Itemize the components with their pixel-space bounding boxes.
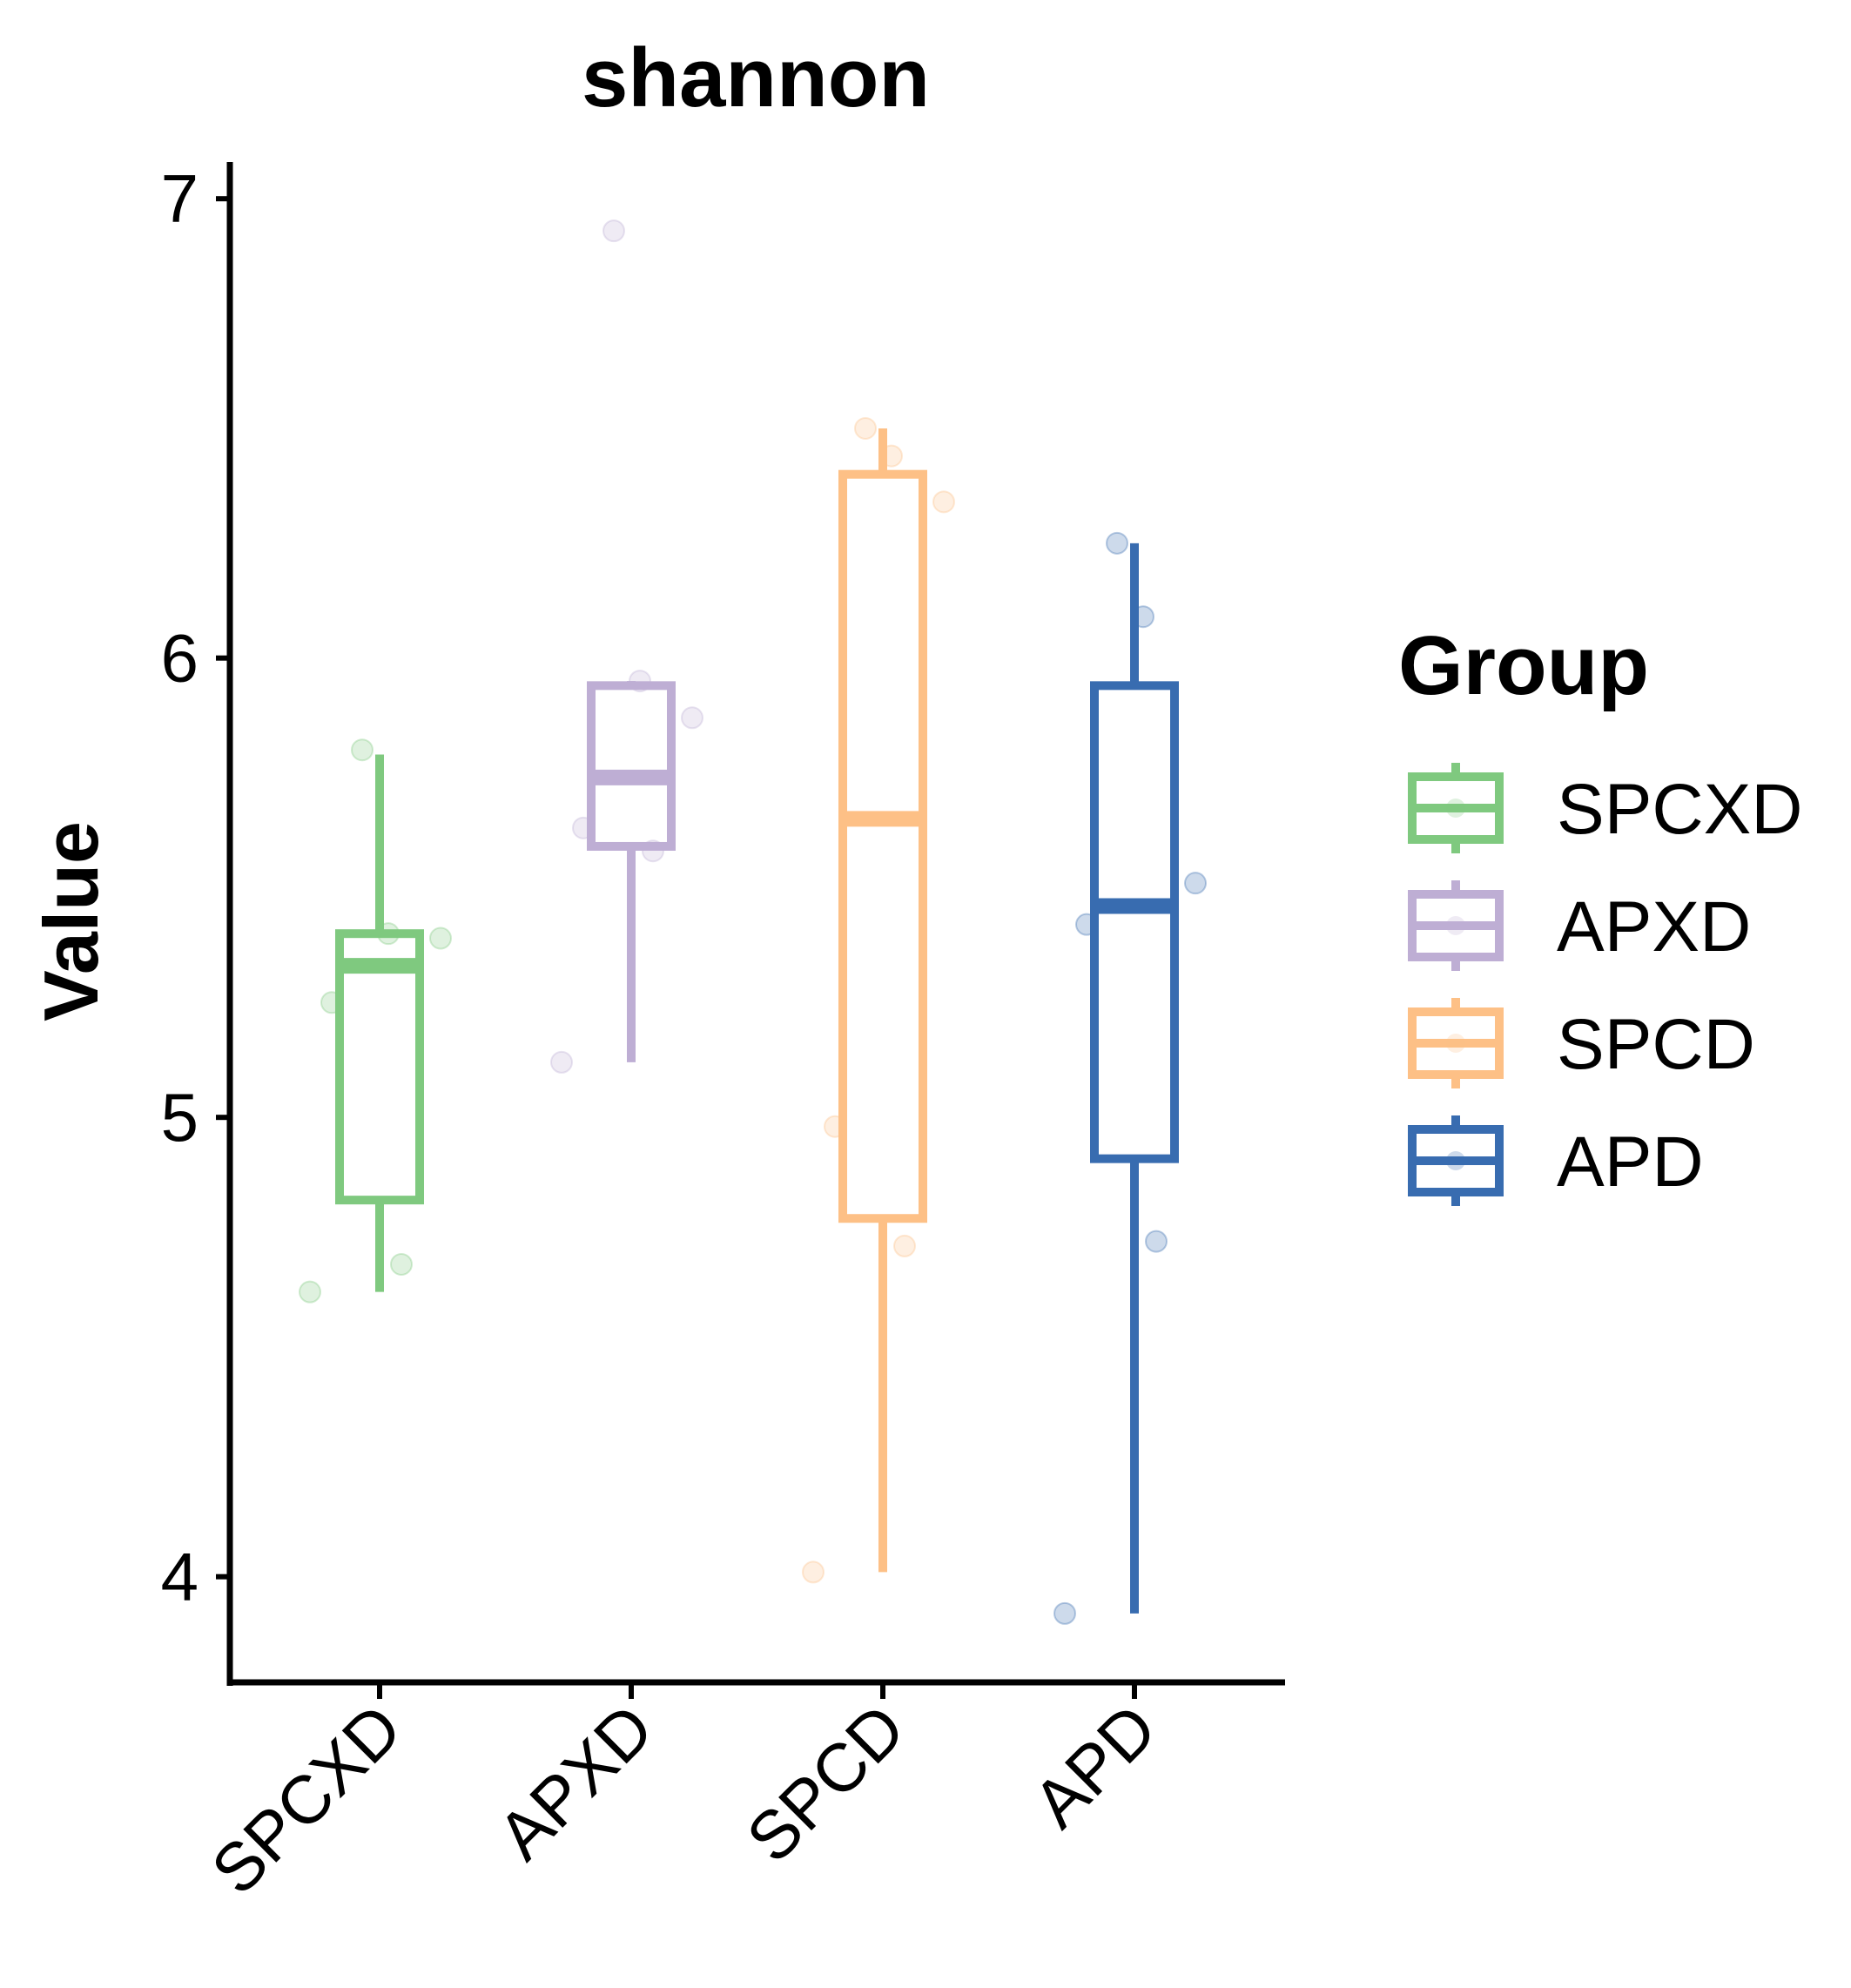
- data-point: [1145, 1230, 1168, 1253]
- legend-label: APD: [1557, 1122, 1704, 1202]
- y-tick-label: 6: [161, 620, 199, 697]
- box-body: [838, 469, 927, 1223]
- box-body: [1090, 681, 1179, 1163]
- box-apd: [1090, 542, 1179, 1614]
- legend-key-point: [1446, 799, 1465, 818]
- data-point: [681, 706, 703, 730]
- x-tick-label: SPCXD: [197, 1689, 416, 1909]
- data-point: [429, 927, 452, 950]
- box-apxd: [587, 681, 676, 1062]
- legend-label: SPCD: [1557, 1005, 1755, 1084]
- x-tick-label: APXD: [483, 1689, 668, 1874]
- box-spcd: [838, 428, 927, 1573]
- y-axis-label: Value: [28, 821, 114, 1021]
- chart-title: shannon: [582, 31, 930, 125]
- legend-item-apxd: APXD: [1408, 880, 1751, 971]
- data-point: [390, 1252, 413, 1276]
- data-point: [802, 1560, 825, 1584]
- x-tick-label: SPCD: [732, 1689, 919, 1877]
- y-tick-label: 4: [161, 1539, 199, 1615]
- data-point: [299, 1280, 321, 1304]
- legend-label: SPCXD: [1557, 770, 1803, 849]
- data-point: [893, 1234, 916, 1257]
- legend-key-point: [1446, 916, 1465, 935]
- data-point: [932, 490, 955, 514]
- legend-key-point: [1446, 1034, 1465, 1053]
- y-tick-label: 5: [161, 1079, 199, 1156]
- legend-item-spcd: SPCD: [1408, 998, 1755, 1088]
- box-body: [335, 929, 424, 1205]
- legend-item-apd: APD: [1408, 1115, 1704, 1206]
- box-spcxd: [335, 754, 424, 1292]
- data-point: [351, 738, 374, 762]
- x-tick-label: APD: [1018, 1689, 1171, 1843]
- data-point: [602, 219, 625, 243]
- box-body: [587, 681, 676, 851]
- legend-label: APXD: [1557, 887, 1751, 967]
- legend-key-point: [1446, 1151, 1465, 1170]
- data-point: [854, 416, 877, 440]
- legend: SPCXD APXD SPCD APD: [1408, 763, 1803, 1206]
- legend-title: Group: [1398, 619, 1649, 712]
- legend-item-spcxd: SPCXD: [1408, 763, 1803, 853]
- data-point: [550, 1050, 573, 1074]
- data-point: [1053, 1601, 1076, 1625]
- data-point: [1106, 531, 1128, 555]
- y-tick-label: 7: [161, 160, 199, 237]
- data-point: [1184, 872, 1207, 895]
